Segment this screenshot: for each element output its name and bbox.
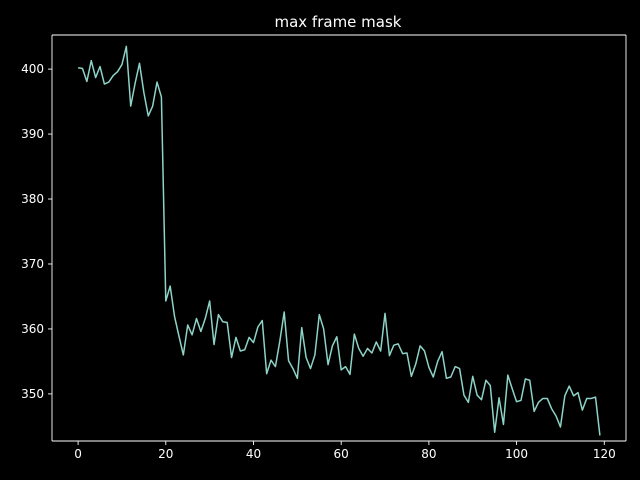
- x-tick-label: 80: [421, 447, 436, 461]
- y-tick-label: 390: [21, 127, 44, 141]
- x-tick-label: 60: [334, 447, 349, 461]
- x-tick-label: 100: [505, 447, 528, 461]
- x-tick-label: 120: [593, 447, 616, 461]
- chart-title: max frame mask: [274, 13, 401, 31]
- x-tick-label: 40: [246, 447, 261, 461]
- x-tick-label: 0: [74, 447, 82, 461]
- y-tick-label: 400: [21, 62, 44, 76]
- y-tick-label: 370: [21, 257, 44, 271]
- y-tick-label: 350: [21, 387, 44, 401]
- series-line: [77, 45, 601, 436]
- y-tick-label: 360: [21, 322, 44, 336]
- x-tick-label: 20: [158, 447, 173, 461]
- plot-area: 0 20 40 60 80 100 120 350 360 370 380 390 400: [21, 34, 627, 461]
- y-tick-label: 380: [21, 192, 44, 206]
